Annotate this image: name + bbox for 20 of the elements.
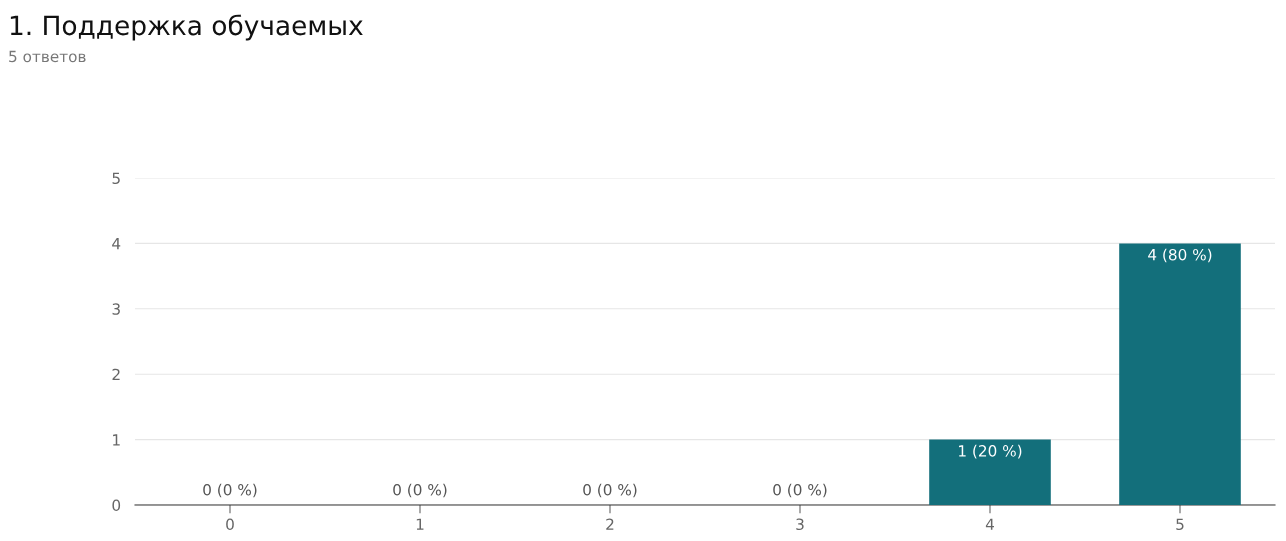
y-tick-label: 4 xyxy=(112,238,121,250)
y-tick-label: 3 xyxy=(112,303,120,315)
chart-subtitle: 5 ответов xyxy=(9,50,86,63)
data-label: 0 (0 %) xyxy=(773,483,827,498)
y-tick-label: 1 xyxy=(113,434,120,446)
x-tick-label: 2 xyxy=(606,518,614,530)
x-tick-label: 3 xyxy=(796,518,804,531)
data-label: 0 (0 %) xyxy=(203,483,257,498)
data-label: 0 (0 %) xyxy=(583,483,637,498)
x-tick-label: 1 xyxy=(416,518,424,530)
x-tick-label: 0 xyxy=(226,518,234,531)
y-tick-label: 0 xyxy=(112,499,121,512)
chart-title: 1. Поддержка обучаемых xyxy=(10,14,363,41)
data-label: 1 (20 %) xyxy=(959,444,1022,459)
x-tick-label: 5 xyxy=(1176,518,1184,531)
y-tick-label: 5 xyxy=(112,172,120,185)
data-label: 0 (0 %) xyxy=(393,483,447,498)
data-label: 4 (80 %) xyxy=(1148,248,1212,263)
y-tick-label: 2 xyxy=(112,368,120,380)
x-tick-label: 4 xyxy=(985,518,994,530)
